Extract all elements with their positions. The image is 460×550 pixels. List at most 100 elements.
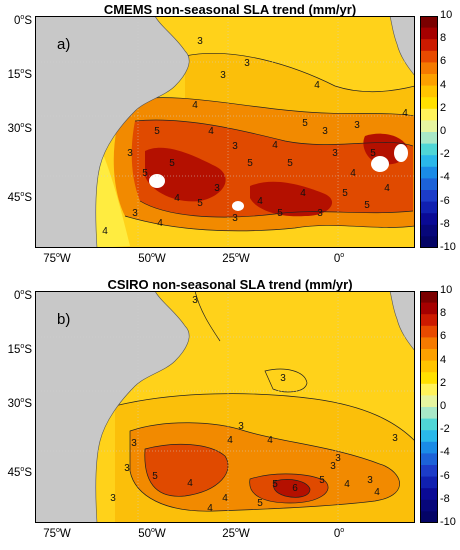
colorbar-swatch (420, 511, 438, 523)
contour-label: 4 (267, 435, 273, 446)
contour-label: 4 (402, 108, 408, 119)
lat-label: 30oS (7, 397, 32, 410)
colorbar-swatch (420, 74, 438, 87)
colorbar-swatch (420, 143, 438, 156)
colorbar-tick-label: 6 (440, 330, 447, 343)
colorbar-tick-label: 2 (440, 101, 447, 114)
colorbar-swatch (420, 213, 438, 226)
contour-line (249, 473, 329, 504)
lat-label: 45oS (7, 191, 32, 204)
contour-label: 4 (374, 487, 380, 498)
contour-label: 4 (300, 188, 306, 199)
contour-label: 3 (280, 373, 286, 384)
contour-label: 5 (154, 126, 160, 137)
contour-label: 3 (232, 213, 238, 224)
colorbar-swatch (420, 302, 438, 315)
panel-title: CMEMS non-seasonal SLA trend (mm/yr) (103, 2, 357, 17)
contour-label: 4 (192, 100, 198, 111)
colorbar-swatch (420, 85, 438, 98)
colorbar-tick-label: -4 (440, 446, 450, 459)
colorbar-swatch (420, 418, 438, 431)
colorbar-swatch (420, 325, 438, 338)
colorbar-swatch (420, 453, 438, 466)
colorbar-tick-label: -8 (440, 217, 450, 230)
colorbar (420, 291, 438, 523)
colorbar-tick-label: -10 (440, 516, 456, 528)
lon-label: 0o (333, 252, 345, 265)
colorbar-tick-label: -10 (440, 241, 456, 253)
colorbar-swatch (420, 291, 438, 304)
lat-label: 45oS (7, 466, 32, 479)
contour-label: 4 (174, 193, 180, 204)
colorbar-tick-label: -6 (440, 469, 450, 482)
colorbar-swatch (420, 16, 438, 29)
colorbar-tick-label: 0 (440, 400, 447, 412)
colorbar-swatch (420, 27, 438, 40)
contour-label: 4 (344, 479, 350, 490)
colorbar-tick-label: -2 (440, 423, 450, 436)
lat-label: 15oS (7, 343, 32, 356)
colorbar-swatch (420, 395, 438, 408)
colorbar-swatch (420, 120, 438, 133)
colorbar-swatch (420, 476, 438, 489)
colorbar-swatch (420, 236, 438, 248)
colorbar-tick-label: -4 (440, 171, 450, 184)
contour-label: 3 (220, 70, 226, 81)
colorbar-swatch (420, 132, 438, 145)
colorbar-swatch (420, 337, 438, 350)
contour-label: 5 (342, 188, 348, 199)
colorbar-tick-label: 10 (440, 9, 453, 21)
contour-label: 3 (127, 148, 133, 159)
contour-line (124, 215, 415, 232)
contour-label: 3 (335, 453, 341, 464)
lon-label: 75oW (43, 527, 71, 540)
contour-line (124, 97, 415, 117)
contour-line (194, 291, 221, 342)
contour-label: 5 (287, 158, 293, 169)
south-america-landmass (35, 16, 190, 248)
contour-label: 5 (142, 168, 148, 179)
lat-label: 15oS (7, 68, 32, 81)
colorbar-tick-label: -2 (440, 148, 450, 161)
contour-label: 4 (157, 218, 163, 229)
lat-label: 0oS (14, 14, 32, 27)
contour-line (144, 443, 229, 497)
contour-label: 3 (238, 421, 244, 432)
contour-label: 3 (214, 183, 220, 194)
contour-line (129, 422, 400, 512)
colorbar-tick-label: 0 (440, 125, 447, 137)
colorbar-swatch (420, 178, 438, 191)
lon-label: 50oW (138, 527, 166, 540)
contour-label: 5 (319, 475, 325, 486)
colorbar-swatch (420, 190, 438, 203)
colorbar-tick-label: 10 (440, 284, 453, 296)
map-frame (35, 16, 415, 248)
lon-label: 0o (333, 527, 345, 540)
africa-landmass (389, 16, 415, 77)
panel-title: CSIRO non-seasonal SLA trend (mm/yr) (107, 277, 353, 292)
contour-line (134, 119, 414, 147)
colorbar-swatch (420, 50, 438, 63)
colorbar-swatch (420, 407, 438, 420)
colorbar-tick-label: -6 (440, 194, 450, 207)
lon-label: 75oW (43, 252, 71, 265)
contour-label: 5 (152, 471, 158, 482)
colorbar-swatch (420, 383, 438, 396)
south-america-landmass (35, 291, 190, 523)
contour-label: 3 (392, 433, 398, 444)
colorbar-tick-label: 4 (440, 78, 447, 91)
colorbar-swatch (420, 499, 438, 512)
contour-label: 4 (187, 478, 193, 489)
contour-label: 4 (384, 183, 390, 194)
missing-data-patch (394, 144, 408, 162)
graticule (35, 291, 415, 523)
contour-label: 4 (272, 140, 278, 151)
colorbar-frame (420, 16, 438, 248)
contour-label: 5 (302, 118, 308, 129)
colorbar-swatch (420, 441, 438, 454)
colorbar-swatch (420, 224, 438, 237)
contour-label: 3 (192, 295, 198, 306)
colorbar-tick-label: 6 (440, 55, 447, 68)
